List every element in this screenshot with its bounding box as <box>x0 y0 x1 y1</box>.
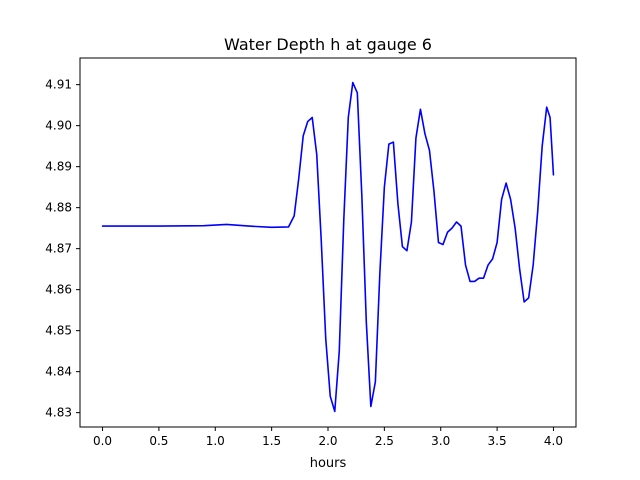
y-tick-label: 4.89 <box>45 160 72 174</box>
y-tick-label: 4.88 <box>45 201 72 215</box>
y-tick-label: 4.83 <box>45 406 72 420</box>
x-tick-label: 0.0 <box>93 434 112 448</box>
y-tick-label: 4.85 <box>45 324 72 338</box>
x-tick-label: 3.0 <box>431 434 450 448</box>
y-tick-label: 4.90 <box>45 119 72 133</box>
y-tick-label: 4.86 <box>45 283 72 297</box>
x-tick-label: 3.5 <box>488 434 507 448</box>
x-tick-label: 1.0 <box>206 434 225 448</box>
y-axis: 4.83 4.84 4.85 4.86 4.87 4.88 4.89 4.90 4.91 <box>45 78 80 420</box>
y-tick-label: 4.84 <box>45 365 72 379</box>
x-tick-label: 1.5 <box>262 434 281 448</box>
y-tick-label: 4.91 <box>45 78 72 92</box>
x-tick-label: 0.5 <box>149 434 168 448</box>
x-axis-label: hours <box>310 456 347 471</box>
plot-area <box>101 81 555 413</box>
x-tick-label: 2.5 <box>375 434 394 448</box>
x-tick-label: 2.0 <box>318 434 337 448</box>
chart-title: Water Depth h at gauge 6 <box>224 35 432 54</box>
y-tick-label: 4.87 <box>45 242 72 256</box>
series-line-0 <box>101 81 555 413</box>
x-tick-label: 4.0 <box>544 434 563 448</box>
x-axis: 0.0 0.5 1.0 1.5 2.0 2.5 3.0 3.5 4.0 <box>93 427 563 448</box>
